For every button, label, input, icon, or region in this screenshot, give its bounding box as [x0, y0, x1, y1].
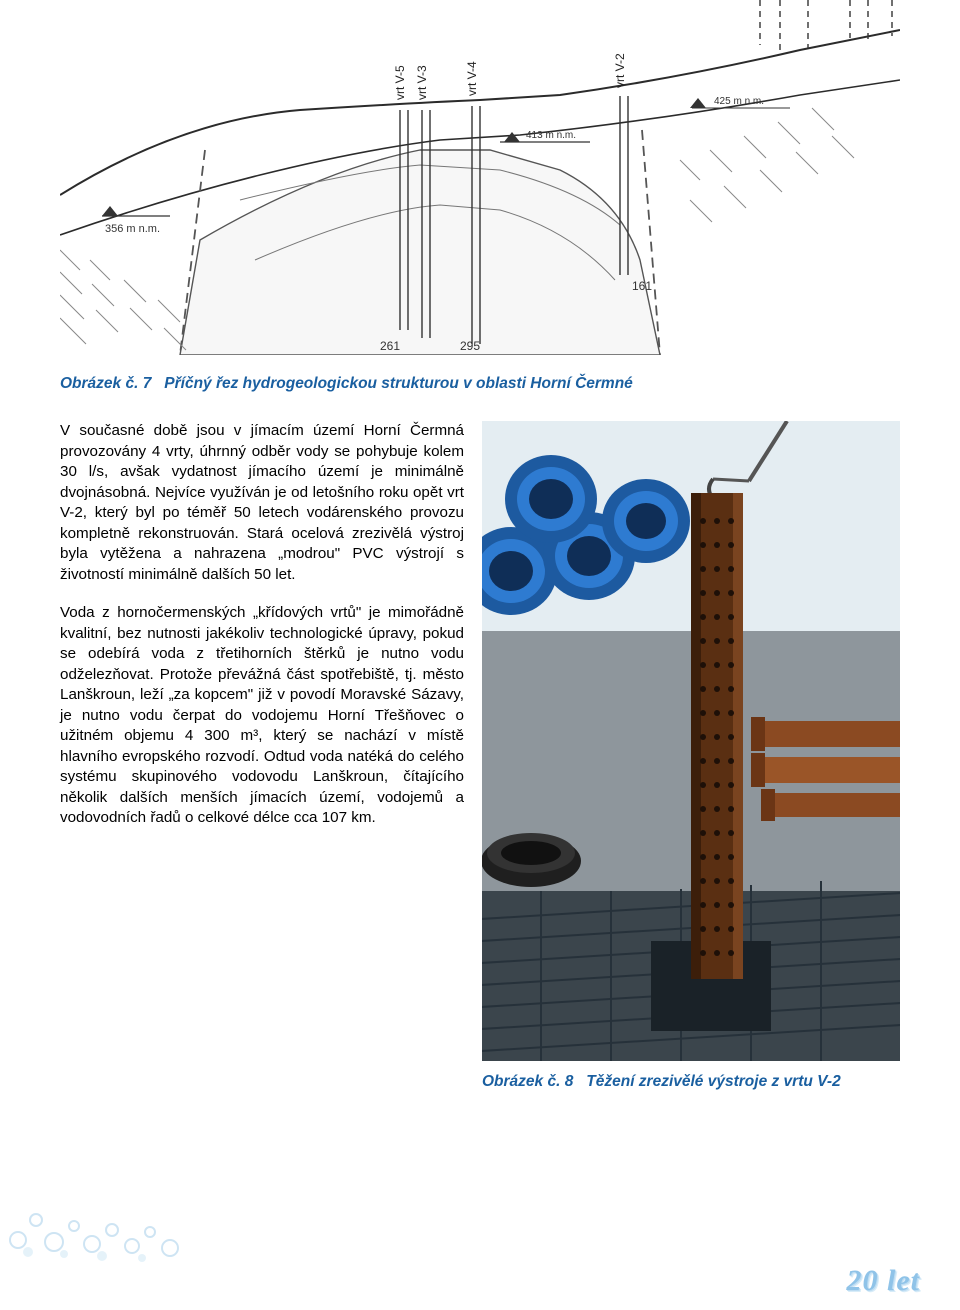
vrt-v5-label: vrt V-5 [393, 65, 407, 100]
depth-295: 295 [460, 339, 480, 353]
footer-badge-20-let: 20 let [847, 1264, 921, 1298]
cross-section-diagram: 356 m n.m. 413 m n.m. 425 m n.m. vrt V-5 [60, 0, 900, 355]
figure-8-caption: Obrázek č. 8 Těžení zrezivělé výstroje z… [482, 1073, 900, 1091]
figure-8-caption-lead: Obrázek č. 8 [482, 1073, 573, 1090]
figure-7-caption-lead: Obrázek č. 7 [60, 375, 151, 392]
depth-161: 161 [632, 279, 652, 293]
vrt-v3-label: vrt V-3 [415, 65, 429, 100]
body-text-column: V současné době jsou v jímacím území Hor… [60, 421, 464, 1091]
paragraph-2: Voda z hornočermenských „křídových vrtů"… [60, 603, 464, 829]
photo-vrt-v2-extraction [482, 421, 900, 1061]
vrt-v4-label: vrt V-4 [465, 61, 479, 96]
figure-8-caption-text: Těžení zrezivělé výstroje z vrtu V-2 [586, 1073, 840, 1090]
decorative-bubbles [0, 1150, 220, 1270]
photo-svg [482, 421, 900, 1061]
vrt-v2-label: vrt V-2 [613, 53, 627, 88]
figure-7-caption: Obrázek č. 7 Příčný řez hydrogeologickou… [60, 375, 900, 393]
elev-356-label: 356 m n.m. [105, 223, 160, 235]
paragraph-1: V současné době jsou v jímacím území Hor… [60, 421, 464, 585]
elev-425-label: 425 m n.m. [714, 96, 764, 107]
diagram-svg: 356 m n.m. 413 m n.m. 425 m n.m. vrt V-5 [60, 0, 900, 355]
depth-261: 261 [380, 339, 400, 353]
elev-413-label: 413 m n.m. [526, 130, 576, 141]
figure-7-caption-text: Příčný řez hydrogeologickou strukturou v… [164, 375, 633, 392]
